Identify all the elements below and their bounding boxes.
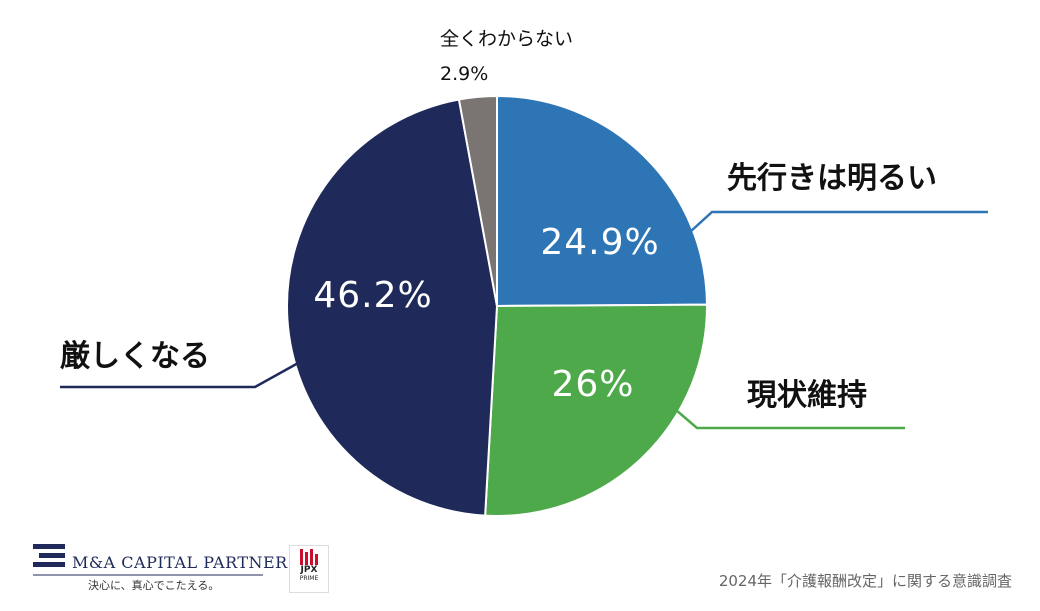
category-label-unknown: 全くわからない [440,28,573,50]
jpx-sub-label: PRIME [299,575,319,582]
leader-line-optimistic [689,210,988,233]
jpx-mark-icon [290,549,328,565]
leader-lines [60,210,988,430]
pie-slice-difficult [286,98,499,517]
category-label-optimistic: 先行きは明るい [727,161,937,196]
logo-bar-icon [39,553,65,558]
company-logo [33,544,263,576]
slice-value-label-difficult: 46.2% [313,275,432,316]
logo-bar-icon [33,562,65,567]
pie-slice-status-quo [484,303,708,517]
leader-line-status-quo [675,409,905,430]
pie-slices [286,94,709,517]
logo-bar-icon [33,544,65,549]
company-name: M&A CAPITAL PARTNERS [72,553,300,572]
jpx-prime-badge: JPX PRIME [289,545,329,593]
jpx-label: JPX [300,565,318,575]
leader-line-difficult [60,360,301,389]
source-caption: 2024年「介護報酬改定」に関する意識調査 [718,572,1012,590]
slice-value-label-optimistic: 24.9% [540,222,659,263]
slice-value-label-status-quo: 26% [551,364,634,405]
category-label-status-quo: 現状維持 [747,378,867,413]
company-tagline: 決心に、真心でこたえる。 [88,579,220,592]
slice-value-label-unknown: 2.9% [440,63,488,85]
pie-slice-optimistic [496,94,709,308]
pie-slice-unknown [457,94,498,307]
category-label-difficult: 厳しくなる [60,339,210,374]
